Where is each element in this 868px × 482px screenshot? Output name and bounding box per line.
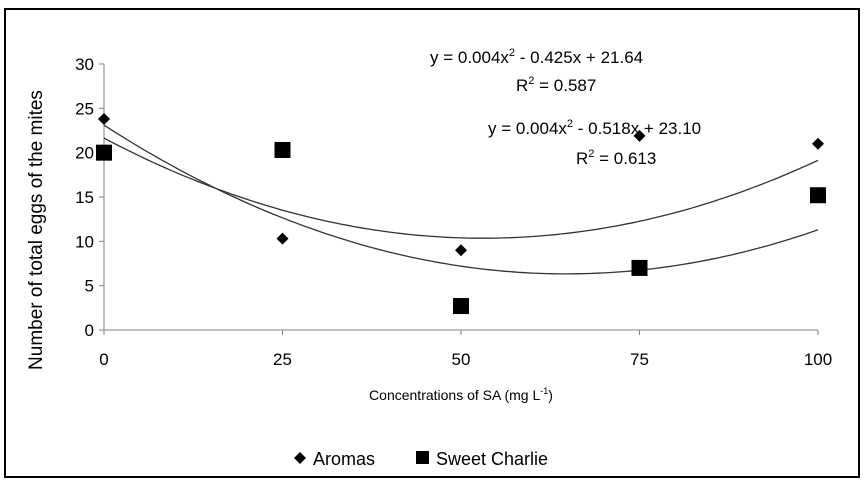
trendline-aromas: [103, 137, 819, 239]
trendlines: [103, 124, 819, 275]
x-tick-label: 25: [273, 350, 292, 369]
sc-r2-value: = 0.613: [594, 149, 656, 168]
point-aromas: [812, 137, 824, 150]
aromas-r2-sup: 2: [528, 75, 534, 87]
x-axis-title-sup: -1: [540, 386, 548, 396]
x-axis-title-main: Concentrations of SA (mg L: [369, 387, 540, 403]
point-aromas: [276, 232, 289, 245]
sweet-charlie-r2: R2 = 0.613: [576, 148, 656, 168]
chart-frame: [4, 8, 860, 478]
point-aromas: [633, 129, 646, 142]
sc-eq-main: y = 0.004x: [488, 119, 567, 138]
aromas-eq-sup: 2: [509, 47, 515, 59]
sc-r2-sup: 2: [588, 148, 594, 160]
sweet-charlie-equation: y = 0.004x2 - 0.518x + 23.10: [488, 118, 701, 138]
sc-eq-tail: - 0.518x + 23.10: [573, 119, 701, 138]
point-aromas: [455, 244, 467, 257]
aromas-r2-label: R: [516, 76, 528, 95]
legend-diamond-icon: [294, 452, 306, 464]
y-tick-label: 5: [85, 277, 94, 296]
point-sweet-charlie: [274, 142, 291, 159]
aromas-equation: y = 0.004x2 - 0.425x + 21.64: [430, 47, 643, 67]
legend-square-icon: [416, 451, 429, 464]
legend: Aromas Sweet Charlie: [294, 449, 548, 469]
point-sweet-charlie: [810, 187, 826, 204]
aromas-eq-tail: - 0.425x + 21.64: [515, 48, 643, 67]
aromas-r2-value: = 0.587: [534, 76, 596, 95]
point-aromas: [98, 112, 110, 125]
x-tick-label: 100: [804, 350, 832, 369]
aromas-r2: R2 = 0.587: [516, 75, 596, 95]
point-sweet-charlie: [631, 259, 648, 276]
aromas-eq-main: y = 0.004x: [430, 48, 509, 67]
legend-label-sweet-charlie: Sweet Charlie: [436, 449, 548, 469]
x-tick-label: 75: [630, 350, 649, 369]
x-tick-label: 50: [452, 350, 471, 369]
sc-r2-label: R: [576, 149, 588, 168]
data-points: [96, 112, 826, 315]
x-tick-label: 0: [99, 350, 108, 369]
point-sweet-charlie: [96, 144, 112, 161]
y-tick-label: 20: [75, 144, 94, 163]
sc-eq-sup: 2: [567, 118, 573, 130]
legend-label-aromas: Aromas: [313, 449, 375, 469]
axes: [99, 63, 819, 335]
y-tick-label: 10: [75, 232, 94, 251]
tick-labels: 0 5 10 15 20 25 30 0 25 50 75 100: [75, 55, 832, 369]
y-tick-label: 15: [75, 188, 94, 207]
point-sweet-charlie: [453, 298, 469, 315]
y-tick-label: 0: [85, 321, 94, 340]
y-tick-label: 25: [75, 99, 94, 118]
y-tick-label: 30: [75, 55, 94, 74]
x-axis-title-end: ): [548, 387, 553, 403]
y-axis-title: Number of total eggs of the mites: [26, 90, 47, 370]
x-axis-title: Concentrations of SA (mg L-1): [369, 386, 553, 403]
trendline-sweet-charlie: [103, 124, 819, 275]
